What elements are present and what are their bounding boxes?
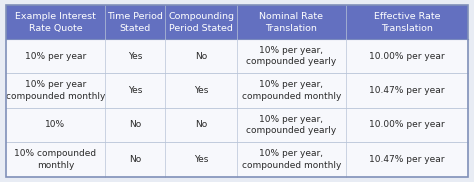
Bar [6,108,468,142]
Text: 10% per year,
compounded monthly: 10% per year, compounded monthly [242,80,341,101]
Text: 10.47% per year: 10.47% per year [369,86,445,95]
Text: 10% per year,
compounded yearly: 10% per year, compounded yearly [246,115,337,135]
Text: No: No [195,52,207,61]
Bar [6,142,468,177]
Text: 10% per year
compounded monthly: 10% per year compounded monthly [6,80,105,101]
Text: Yes: Yes [128,86,142,95]
Text: 10.00% per year: 10.00% per year [369,120,445,129]
Text: 10%: 10% [46,120,65,129]
Text: Compounding
Period Stated: Compounding Period Stated [168,12,234,33]
Text: No: No [195,120,207,129]
Text: Nominal Rate
Translation: Nominal Rate Translation [259,12,323,33]
Bar [6,5,468,39]
Bar [6,39,468,73]
Text: Effective Rate
Translation: Effective Rate Translation [374,12,440,33]
Text: 10.00% per year: 10.00% per year [369,52,445,61]
Text: 10% per year: 10% per year [25,52,86,61]
Text: Yes: Yes [194,86,209,95]
Text: 10% compounded
monthly: 10% compounded monthly [14,149,97,170]
Text: Time Period
Stated: Time Period Stated [107,12,163,33]
Text: 10% per year,
compounded monthly: 10% per year, compounded monthly [242,149,341,170]
Text: No: No [129,120,141,129]
Text: 10% per year,
compounded yearly: 10% per year, compounded yearly [246,46,337,66]
Text: 10.47% per year: 10.47% per year [369,155,445,164]
Text: No: No [129,155,141,164]
Text: Yes: Yes [194,155,209,164]
Bar [6,73,468,108]
Text: Yes: Yes [128,52,142,61]
Text: Example Interest
Rate Quote: Example Interest Rate Quote [15,12,96,33]
